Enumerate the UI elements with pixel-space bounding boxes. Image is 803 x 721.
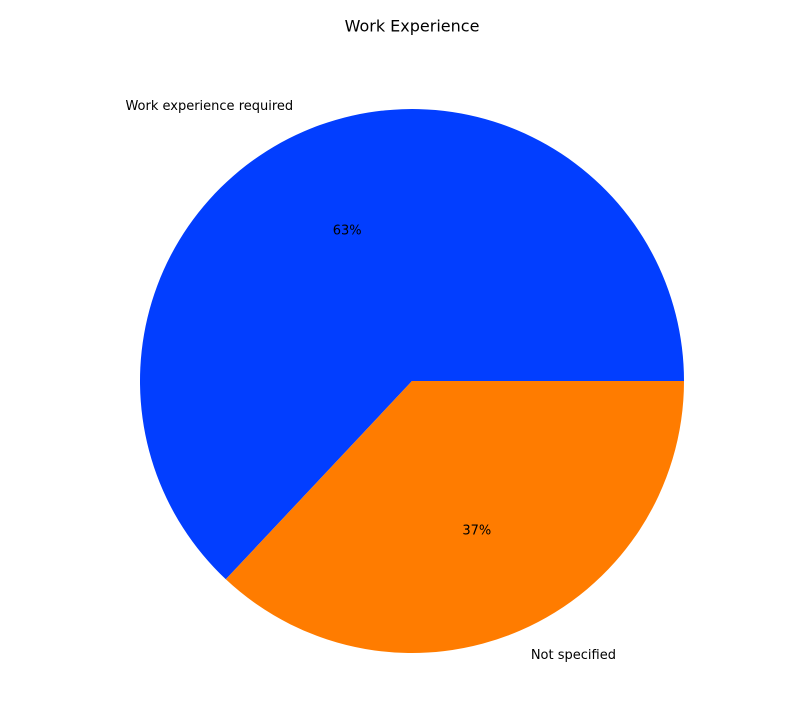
chart-title: Work Experience [345,17,480,36]
slice-label: Not specified [531,648,616,663]
pie-slice [140,109,685,580]
slice-label: Work experience required [125,99,293,114]
value-label: 37% [462,523,491,538]
pie-slice [225,381,684,654]
value-label: 63% [333,224,362,239]
